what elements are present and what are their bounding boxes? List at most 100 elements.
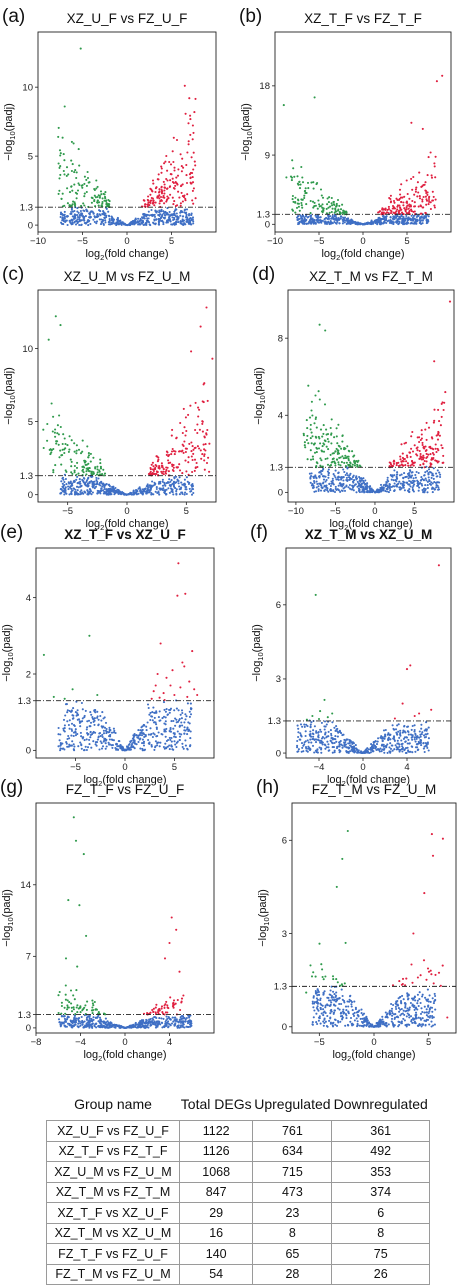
x-tick-label: 5: [404, 236, 409, 247]
data-point: [293, 176, 295, 178]
data-point: [326, 723, 328, 725]
data-point: [434, 165, 436, 167]
data-point: [83, 220, 85, 222]
data-point: [191, 455, 193, 457]
data-point: [196, 694, 198, 696]
data-point: [410, 480, 412, 482]
data-point: [171, 669, 173, 671]
data-point: [92, 740, 94, 742]
data-point: [310, 200, 312, 202]
data-point: [65, 493, 67, 495]
data-point: [401, 197, 403, 199]
data-point: [341, 441, 343, 443]
data-point: [62, 728, 64, 730]
data-point: [334, 451, 336, 453]
data-point: [406, 737, 408, 739]
data-point: [302, 199, 304, 201]
data-point: [71, 489, 73, 491]
data-point: [421, 200, 423, 202]
x-axis-label: log2(fold change): [85, 248, 168, 262]
data-point: [433, 420, 435, 422]
data-point: [362, 480, 364, 482]
data-point: [85, 179, 87, 181]
data-point: [86, 445, 88, 447]
data-point: [365, 491, 367, 493]
data-point: [164, 743, 166, 745]
data-point: [318, 475, 320, 477]
data-point: [182, 1023, 184, 1025]
data-point: [108, 223, 110, 225]
data-point: [406, 218, 408, 220]
data-point: [119, 744, 121, 746]
data-point: [166, 450, 168, 452]
data-point: [68, 737, 70, 739]
data-point: [387, 738, 389, 740]
data-point: [346, 472, 348, 474]
data-point: [52, 471, 54, 473]
data-point: [148, 211, 150, 213]
data-point: [414, 201, 416, 203]
data-point: [299, 732, 301, 734]
data-point: [168, 454, 170, 456]
data-point: [427, 454, 429, 456]
data-point: [203, 444, 205, 446]
data-point: [330, 464, 332, 466]
data-point: [192, 190, 194, 192]
data-point: [76, 444, 78, 446]
x-tick-label: −10: [30, 236, 46, 247]
data-point: [376, 489, 378, 491]
data-point: [343, 471, 345, 473]
data-point: [177, 168, 179, 170]
data-point: [300, 221, 302, 223]
data-point: [312, 729, 314, 731]
data-point: [327, 477, 329, 479]
data-point: [172, 483, 174, 485]
data-point: [161, 488, 163, 490]
data-point: [439, 474, 441, 476]
data-point: [97, 739, 99, 741]
y-axis-label: −log10(padj): [240, 103, 254, 161]
data-point: [86, 728, 88, 730]
data-point: [407, 193, 409, 195]
data-point: [414, 733, 416, 735]
data-point: [163, 202, 165, 204]
data-point: [422, 490, 424, 492]
data-point: [340, 740, 342, 742]
data-point: [63, 170, 65, 172]
data-point: [427, 473, 429, 475]
data-point: [60, 744, 62, 746]
data-point: [74, 471, 76, 473]
data-point: [382, 740, 384, 742]
data-point: [77, 220, 79, 222]
data-point: [359, 480, 361, 482]
data-point: [328, 215, 330, 217]
data-point: [304, 220, 306, 222]
data-point: [152, 179, 154, 181]
data-point: [152, 183, 154, 185]
data-point: [186, 193, 188, 195]
data-point: [418, 441, 420, 443]
data-point: [184, 223, 186, 225]
data-point: [186, 727, 188, 729]
data-point: [428, 427, 430, 429]
data-point: [172, 213, 174, 215]
data-point: [326, 487, 328, 489]
data-point: [147, 721, 149, 723]
data-point: [184, 209, 186, 211]
data-point: [307, 739, 309, 741]
y-tick-label: 1.3: [257, 210, 270, 221]
data-point: [389, 734, 391, 736]
data-point: [100, 482, 102, 484]
data-point: [172, 749, 174, 751]
data-point: [201, 423, 203, 425]
data-point: [411, 739, 413, 741]
data-point: [168, 161, 170, 163]
data-point: [148, 714, 150, 716]
data-point: [305, 730, 307, 732]
data-point: [104, 197, 106, 199]
data-point: [189, 711, 191, 713]
data-point: [137, 729, 139, 731]
data-point: [307, 746, 309, 748]
data-point: [94, 466, 96, 468]
data-point: [310, 409, 312, 411]
